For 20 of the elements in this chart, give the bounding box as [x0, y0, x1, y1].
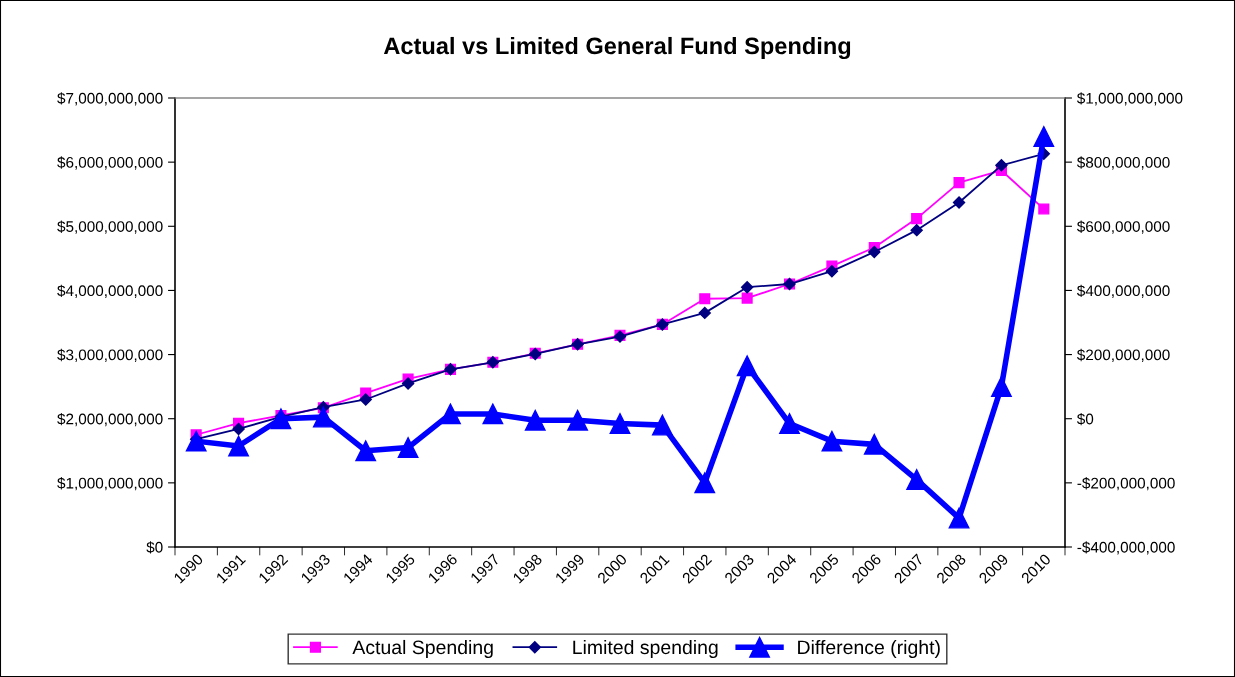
y-tick-label: $3,000,000,000 — [57, 348, 163, 363]
y-tick-label: $1,000,000,000 — [57, 477, 163, 491]
y-tick-label: $7,000,000,000 — [57, 92, 163, 106]
y2-tick-label: $1,000,000,000 — [1076, 92, 1183, 106]
y2-tick-label: -$400,000,000 — [1077, 541, 1175, 555]
y2-tick-label: $400,000,000 — [1076, 284, 1170, 298]
legend-label: Actual Spending — [352, 639, 493, 659]
y2-tick-label: $200,000,000 — [1076, 348, 1170, 363]
legend-label: Difference (right) — [798, 639, 940, 659]
y2-tick-label: -$200,000,000 — [1077, 477, 1175, 491]
y-tick-label: $2,000,000,000 — [57, 412, 163, 427]
y-tick-label: $5,000,000,000 — [57, 220, 163, 234]
y2-tick-label: $600,000,000 — [1076, 220, 1170, 234]
legend-label: Limited spending — [573, 639, 718, 659]
chart-title: Actual vs Limited General Fund Spending — [383, 36, 851, 60]
y2-tick-label: $0 — [1076, 412, 1094, 426]
y2-tick-label: $800,000,000 — [1076, 156, 1170, 170]
y-tick-label: $4,000,000,000 — [57, 284, 163, 298]
y-tick-label: $0 — [146, 541, 163, 554]
y-tick-label: $6,000,000,000 — [57, 156, 163, 170]
